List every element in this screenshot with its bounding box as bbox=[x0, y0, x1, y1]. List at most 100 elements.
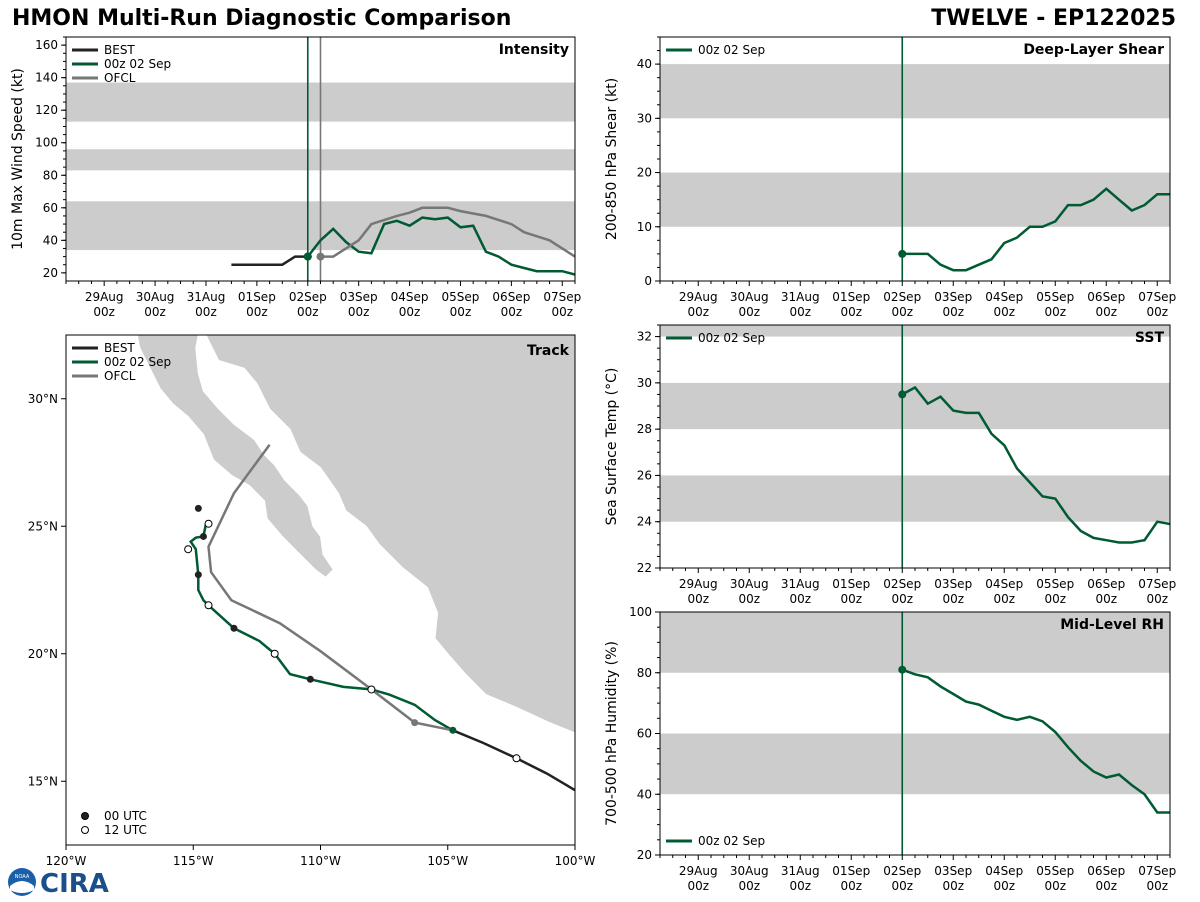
x-tick-label-day: 03Sep bbox=[340, 290, 378, 304]
category-band bbox=[660, 475, 1170, 522]
lat-tick-label: 15°N bbox=[28, 774, 58, 788]
legend-label: 00z 02 Sep bbox=[104, 57, 171, 71]
x-tick-label-day: 07Sep bbox=[543, 290, 581, 304]
y-tick-label: 32 bbox=[637, 330, 652, 344]
x-tick-label-day: 31Aug bbox=[781, 577, 820, 591]
track-point-run bbox=[270, 649, 279, 658]
x-tick-label-day: 06Sep bbox=[1087, 864, 1125, 878]
y-tick-label: 140 bbox=[35, 71, 58, 85]
x-tick-label-hour: 00z bbox=[1095, 879, 1117, 893]
x-tick-label-hour: 00z bbox=[501, 305, 523, 319]
x-tick-label-hour: 00z bbox=[246, 305, 268, 319]
lon-tick-label: 105°W bbox=[427, 854, 468, 868]
x-tick-label-day: 05Sep bbox=[1036, 290, 1074, 304]
x-tick-label-day: 29Aug bbox=[679, 577, 718, 591]
series-marker-ofcl bbox=[316, 252, 325, 261]
x-tick-label-hour: 00z bbox=[942, 592, 964, 606]
x-tick-label-hour: 00z bbox=[891, 305, 913, 319]
legend-label: 00z 02 Sep bbox=[698, 834, 765, 848]
y-axis-label: 10m Max Wind Speed (kt) bbox=[10, 68, 26, 250]
track-point-run bbox=[367, 685, 376, 694]
x-tick-label-hour: 00z bbox=[993, 592, 1015, 606]
marker-legend-symbol bbox=[81, 812, 89, 820]
x-tick-label-day: 29Aug bbox=[679, 864, 718, 878]
series-marker-run bbox=[898, 249, 907, 258]
plot-area bbox=[660, 325, 1170, 568]
x-tick-label-day: 01Sep bbox=[832, 577, 870, 591]
x-tick-label-hour: 00z bbox=[738, 879, 760, 893]
series-line-run bbox=[901, 668, 1170, 814]
x-tick-label-hour: 00z bbox=[1146, 879, 1168, 893]
track-point-ofcl bbox=[411, 719, 419, 727]
y-tick-label: 20 bbox=[43, 266, 58, 280]
x-tick-label-hour: 00z bbox=[687, 305, 709, 319]
cira-logo-text: CIRA bbox=[40, 869, 109, 898]
x-tick-label-hour: 00z bbox=[687, 879, 709, 893]
series-line-best bbox=[231, 255, 308, 266]
y-tick-label: 120 bbox=[35, 103, 58, 117]
y-tick-label: 80 bbox=[637, 666, 652, 680]
plot-frame bbox=[659, 324, 1171, 569]
track-line-ofcl bbox=[207, 443, 454, 732]
track-point-run bbox=[449, 726, 457, 734]
x-tick-label-hour: 00z bbox=[348, 305, 370, 319]
lat-tick-label: 20°N bbox=[28, 647, 58, 661]
x-tick-label-hour: 00z bbox=[551, 305, 573, 319]
panel-title: SST bbox=[1135, 330, 1165, 346]
x-tick-label-day: 02Sep bbox=[289, 290, 327, 304]
y-tick-label: 10 bbox=[637, 220, 652, 234]
x-tick-label-day: 03Sep bbox=[934, 577, 972, 591]
marker-legend-symbol bbox=[81, 826, 89, 834]
x-tick-label-day: 29Aug bbox=[85, 290, 124, 304]
series-marker-run bbox=[898, 390, 907, 399]
noaa-badge-text: NOAA bbox=[15, 874, 30, 880]
x-tick-label-hour: 00z bbox=[993, 879, 1015, 893]
y-tick-label: 28 bbox=[637, 422, 652, 436]
legend-label: 00z 02 Sep bbox=[104, 355, 171, 369]
x-tick-label-day: 29Aug bbox=[679, 290, 718, 304]
x-tick-label-day: 31Aug bbox=[781, 290, 820, 304]
x-tick-label-day: 31Aug bbox=[781, 864, 820, 878]
x-tick-label-day: 06Sep bbox=[492, 290, 530, 304]
series-marker-run bbox=[898, 665, 907, 674]
x-tick-label-day: 01Sep bbox=[238, 290, 276, 304]
x-tick-label-hour: 00z bbox=[687, 592, 709, 606]
x-tick-label-hour: 00z bbox=[993, 305, 1015, 319]
x-tick-label-hour: 00z bbox=[1095, 305, 1117, 319]
y-tick-label: 26 bbox=[637, 468, 652, 482]
track-point-run bbox=[199, 532, 207, 540]
plot-area bbox=[66, 37, 575, 281]
x-tick-label-day: 07Sep bbox=[1138, 577, 1176, 591]
panel-title: Deep-Layer Shear bbox=[1023, 42, 1164, 58]
legend-label: BEST bbox=[104, 341, 135, 355]
x-tick-label-hour: 00z bbox=[738, 592, 760, 606]
cira-logo: NOAA CIRA bbox=[4, 866, 114, 899]
x-tick-label-day: 02Sep bbox=[883, 577, 921, 591]
lon-tick-label: 120°W bbox=[46, 854, 87, 868]
map-area bbox=[66, 335, 575, 792]
category-band bbox=[660, 382, 1170, 430]
x-tick-label-day: 30Aug bbox=[730, 577, 769, 591]
marker-legend-label: 00 UTC bbox=[104, 809, 147, 823]
track-map: 120°W 115°W 110°W 105°W 100°W 15°N 20°N 25°N 30°… bbox=[28, 334, 596, 868]
y-tick-label: 80 bbox=[43, 168, 58, 182]
y-tick-label: 0 bbox=[644, 274, 652, 288]
x-tick-label-day: 06Sep bbox=[1087, 577, 1125, 591]
y-tick-label: 30 bbox=[637, 111, 652, 125]
track-line-run bbox=[189, 523, 454, 732]
y-tick-label: 40 bbox=[637, 57, 652, 71]
y-tick-label: 40 bbox=[43, 233, 58, 247]
x-tick-label-hour: 00z bbox=[1044, 592, 1066, 606]
series-line-run bbox=[902, 187, 1170, 272]
category-band bbox=[660, 64, 1170, 119]
track-point-run bbox=[194, 571, 202, 579]
legend-label: OFCL bbox=[104, 369, 136, 383]
x-tick-label-day: 06Sep bbox=[1087, 290, 1125, 304]
land-polygon bbox=[66, 335, 334, 578]
x-tick-label-hour: 00z bbox=[942, 879, 964, 893]
intensity-chart: 2040608010012014016029Aug00z30Aug00z31Au… bbox=[10, 36, 581, 319]
sst-chart: 22242628303229Aug00z30Aug00z31Aug00z01Se… bbox=[604, 324, 1176, 606]
plot-area bbox=[660, 612, 1170, 855]
x-tick-label-day: 30Aug bbox=[730, 290, 769, 304]
x-tick-label-hour: 00z bbox=[144, 305, 166, 319]
